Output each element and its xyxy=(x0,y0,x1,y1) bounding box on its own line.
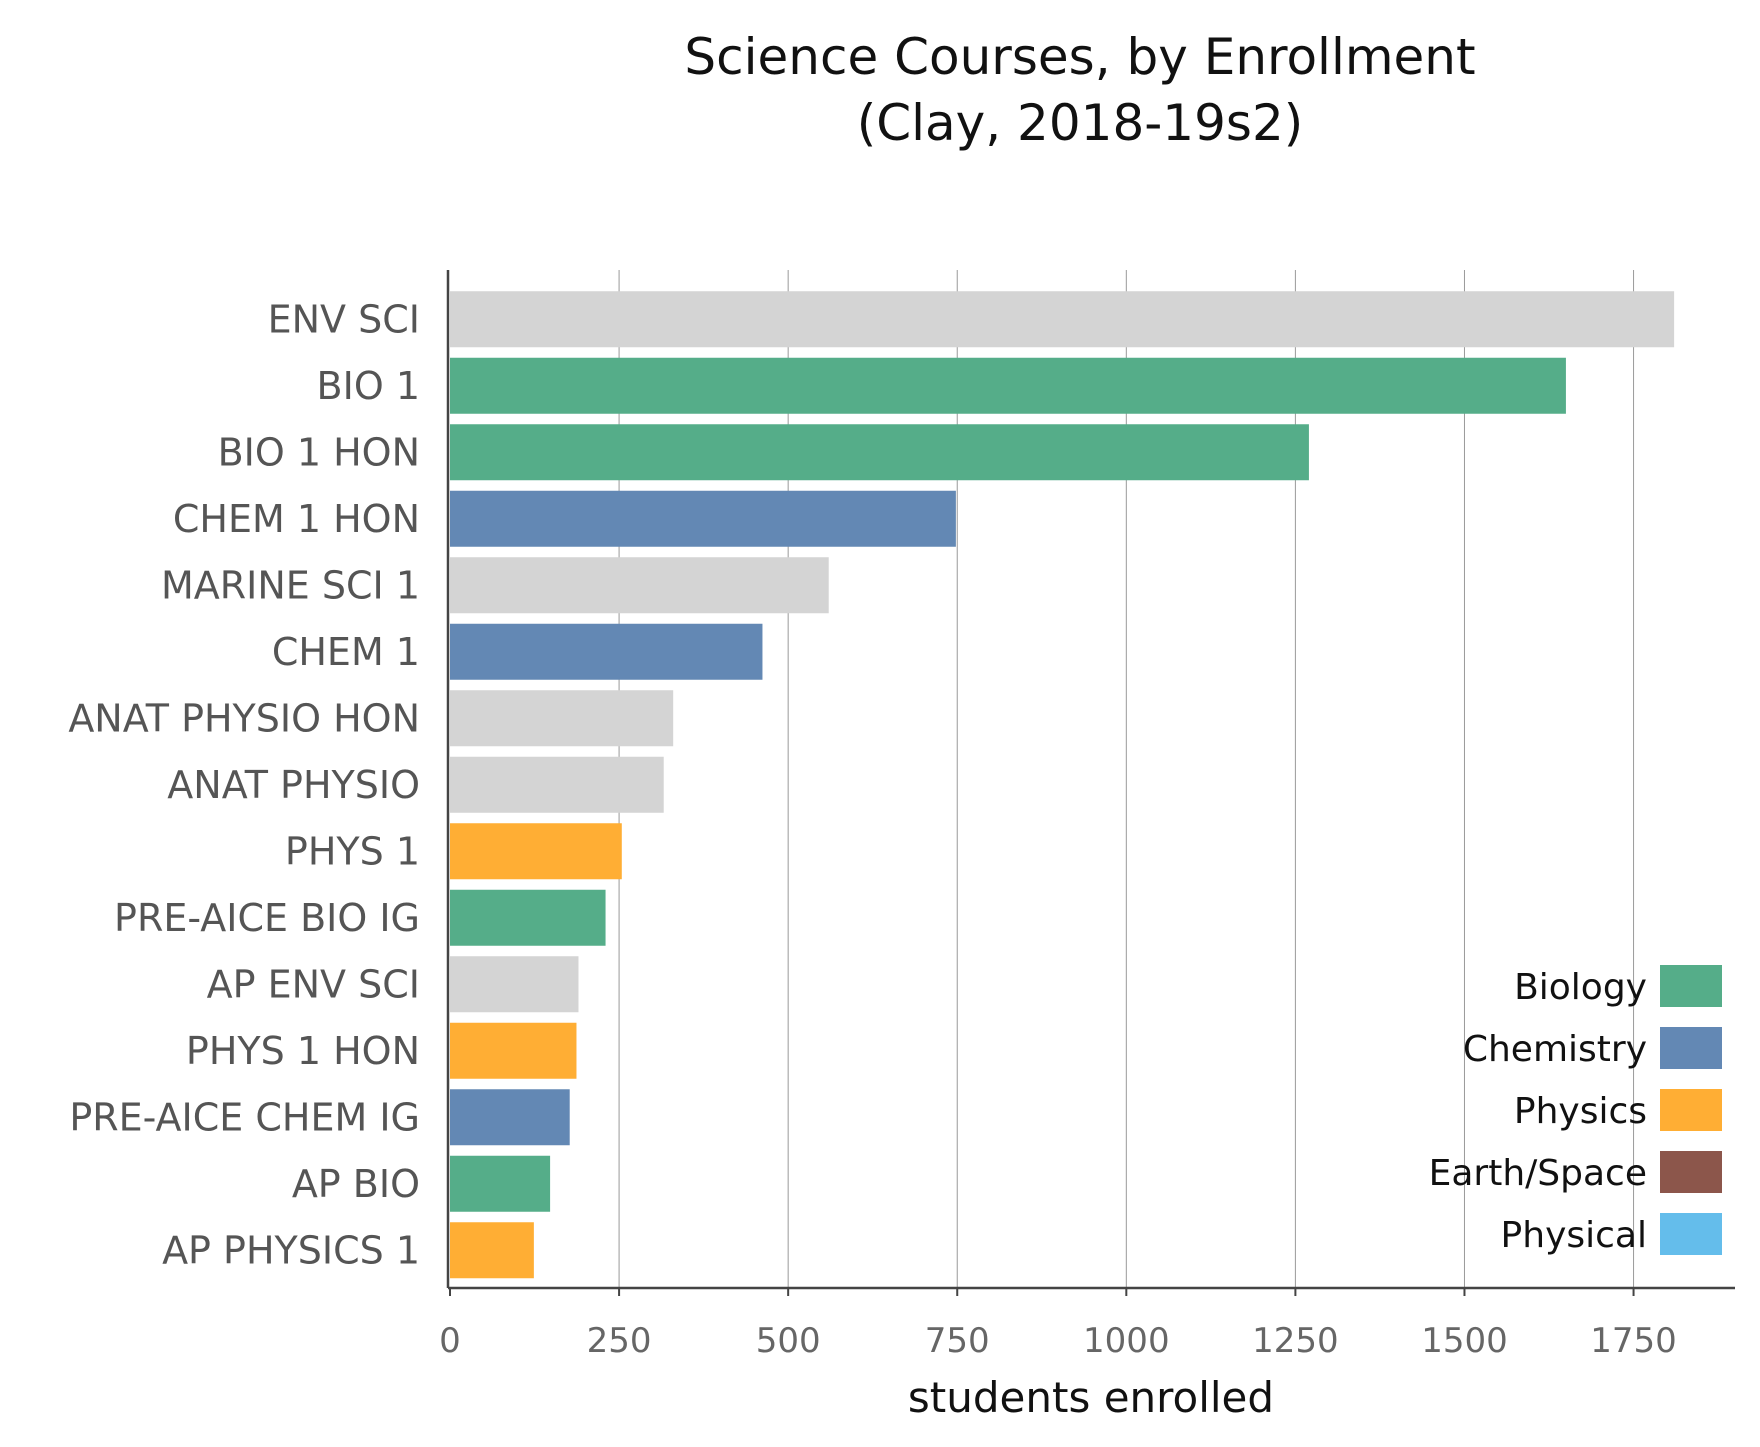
legend-label: Biology xyxy=(1514,967,1647,1008)
bar xyxy=(450,623,763,680)
bar xyxy=(450,956,579,1013)
bar xyxy=(450,424,1309,481)
category-label: AP PHYSICS 1 xyxy=(162,1228,420,1272)
category-labels: ENV SCI BIO 1 BIO 1 HON CHEM 1 HON MARINE SC… xyxy=(68,297,420,1272)
bar xyxy=(450,756,664,813)
category-label: CHEM 1 xyxy=(272,630,420,674)
category-label: ENV SCI xyxy=(268,297,420,341)
x-tick-label: 1000 xyxy=(1083,1321,1170,1361)
category-label: PHYS 1 HON xyxy=(186,1029,420,1073)
bar xyxy=(450,1155,551,1212)
bar xyxy=(450,690,674,747)
chart-subtitle: (Clay, 2018-19s2) xyxy=(857,94,1304,152)
category-label: BIO 1 HON xyxy=(218,430,420,474)
legend-swatch xyxy=(1660,1089,1722,1131)
category-label: PHYS 1 xyxy=(285,829,420,873)
bar xyxy=(450,889,606,946)
legend-swatch xyxy=(1660,1213,1722,1255)
x-tick-label: 750 xyxy=(925,1321,990,1361)
bar xyxy=(450,291,1675,348)
category-label: PRE-AICE CHEM IG xyxy=(69,1095,420,1139)
x-axis-title: students enrolled xyxy=(908,1373,1274,1422)
category-label: CHEM 1 HON xyxy=(173,497,420,541)
bar xyxy=(450,357,1566,414)
chart-title: Science Courses, by Enrollment xyxy=(684,28,1475,86)
bar xyxy=(450,490,956,547)
legend-label: Physical xyxy=(1501,1215,1647,1256)
category-label: MARINE SCI 1 xyxy=(161,563,420,607)
bar xyxy=(450,1222,534,1279)
legend: Biology Chemistry Physics Earth/Space Physic… xyxy=(1429,965,1722,1256)
x-tick-label: 1500 xyxy=(1421,1321,1508,1361)
x-tick-label: 1750 xyxy=(1590,1321,1677,1361)
category-label: BIO 1 xyxy=(317,364,420,408)
x-tick-label: 250 xyxy=(587,1321,652,1361)
category-label: AP ENV SCI xyxy=(207,962,420,1006)
bar xyxy=(450,1022,577,1079)
legend-swatch xyxy=(1660,1027,1722,1069)
legend-label: Chemistry xyxy=(1463,1029,1647,1070)
x-tick-label: 0 xyxy=(439,1321,461,1361)
category-label: PRE-AICE BIO IG xyxy=(114,896,420,940)
legend-swatch xyxy=(1660,965,1722,1007)
bar-series xyxy=(450,291,1675,1279)
legend-label: Earth/Space xyxy=(1429,1153,1647,1194)
category-label: ANAT PHYSIO xyxy=(167,763,420,807)
category-label: ANAT PHYSIO HON xyxy=(68,696,420,740)
x-tick-label: 500 xyxy=(756,1321,821,1361)
bar xyxy=(450,557,829,614)
legend-swatch xyxy=(1660,1151,1722,1193)
x-tick-label: 1250 xyxy=(1252,1321,1339,1361)
legend-label: Physics xyxy=(1514,1091,1647,1132)
x-axis-ticks: 0 250 500 750 1000 1250 1500 1750 xyxy=(439,1321,1677,1361)
bar xyxy=(450,823,622,880)
bar xyxy=(450,1089,570,1146)
category-label: AP BIO xyxy=(292,1162,420,1206)
